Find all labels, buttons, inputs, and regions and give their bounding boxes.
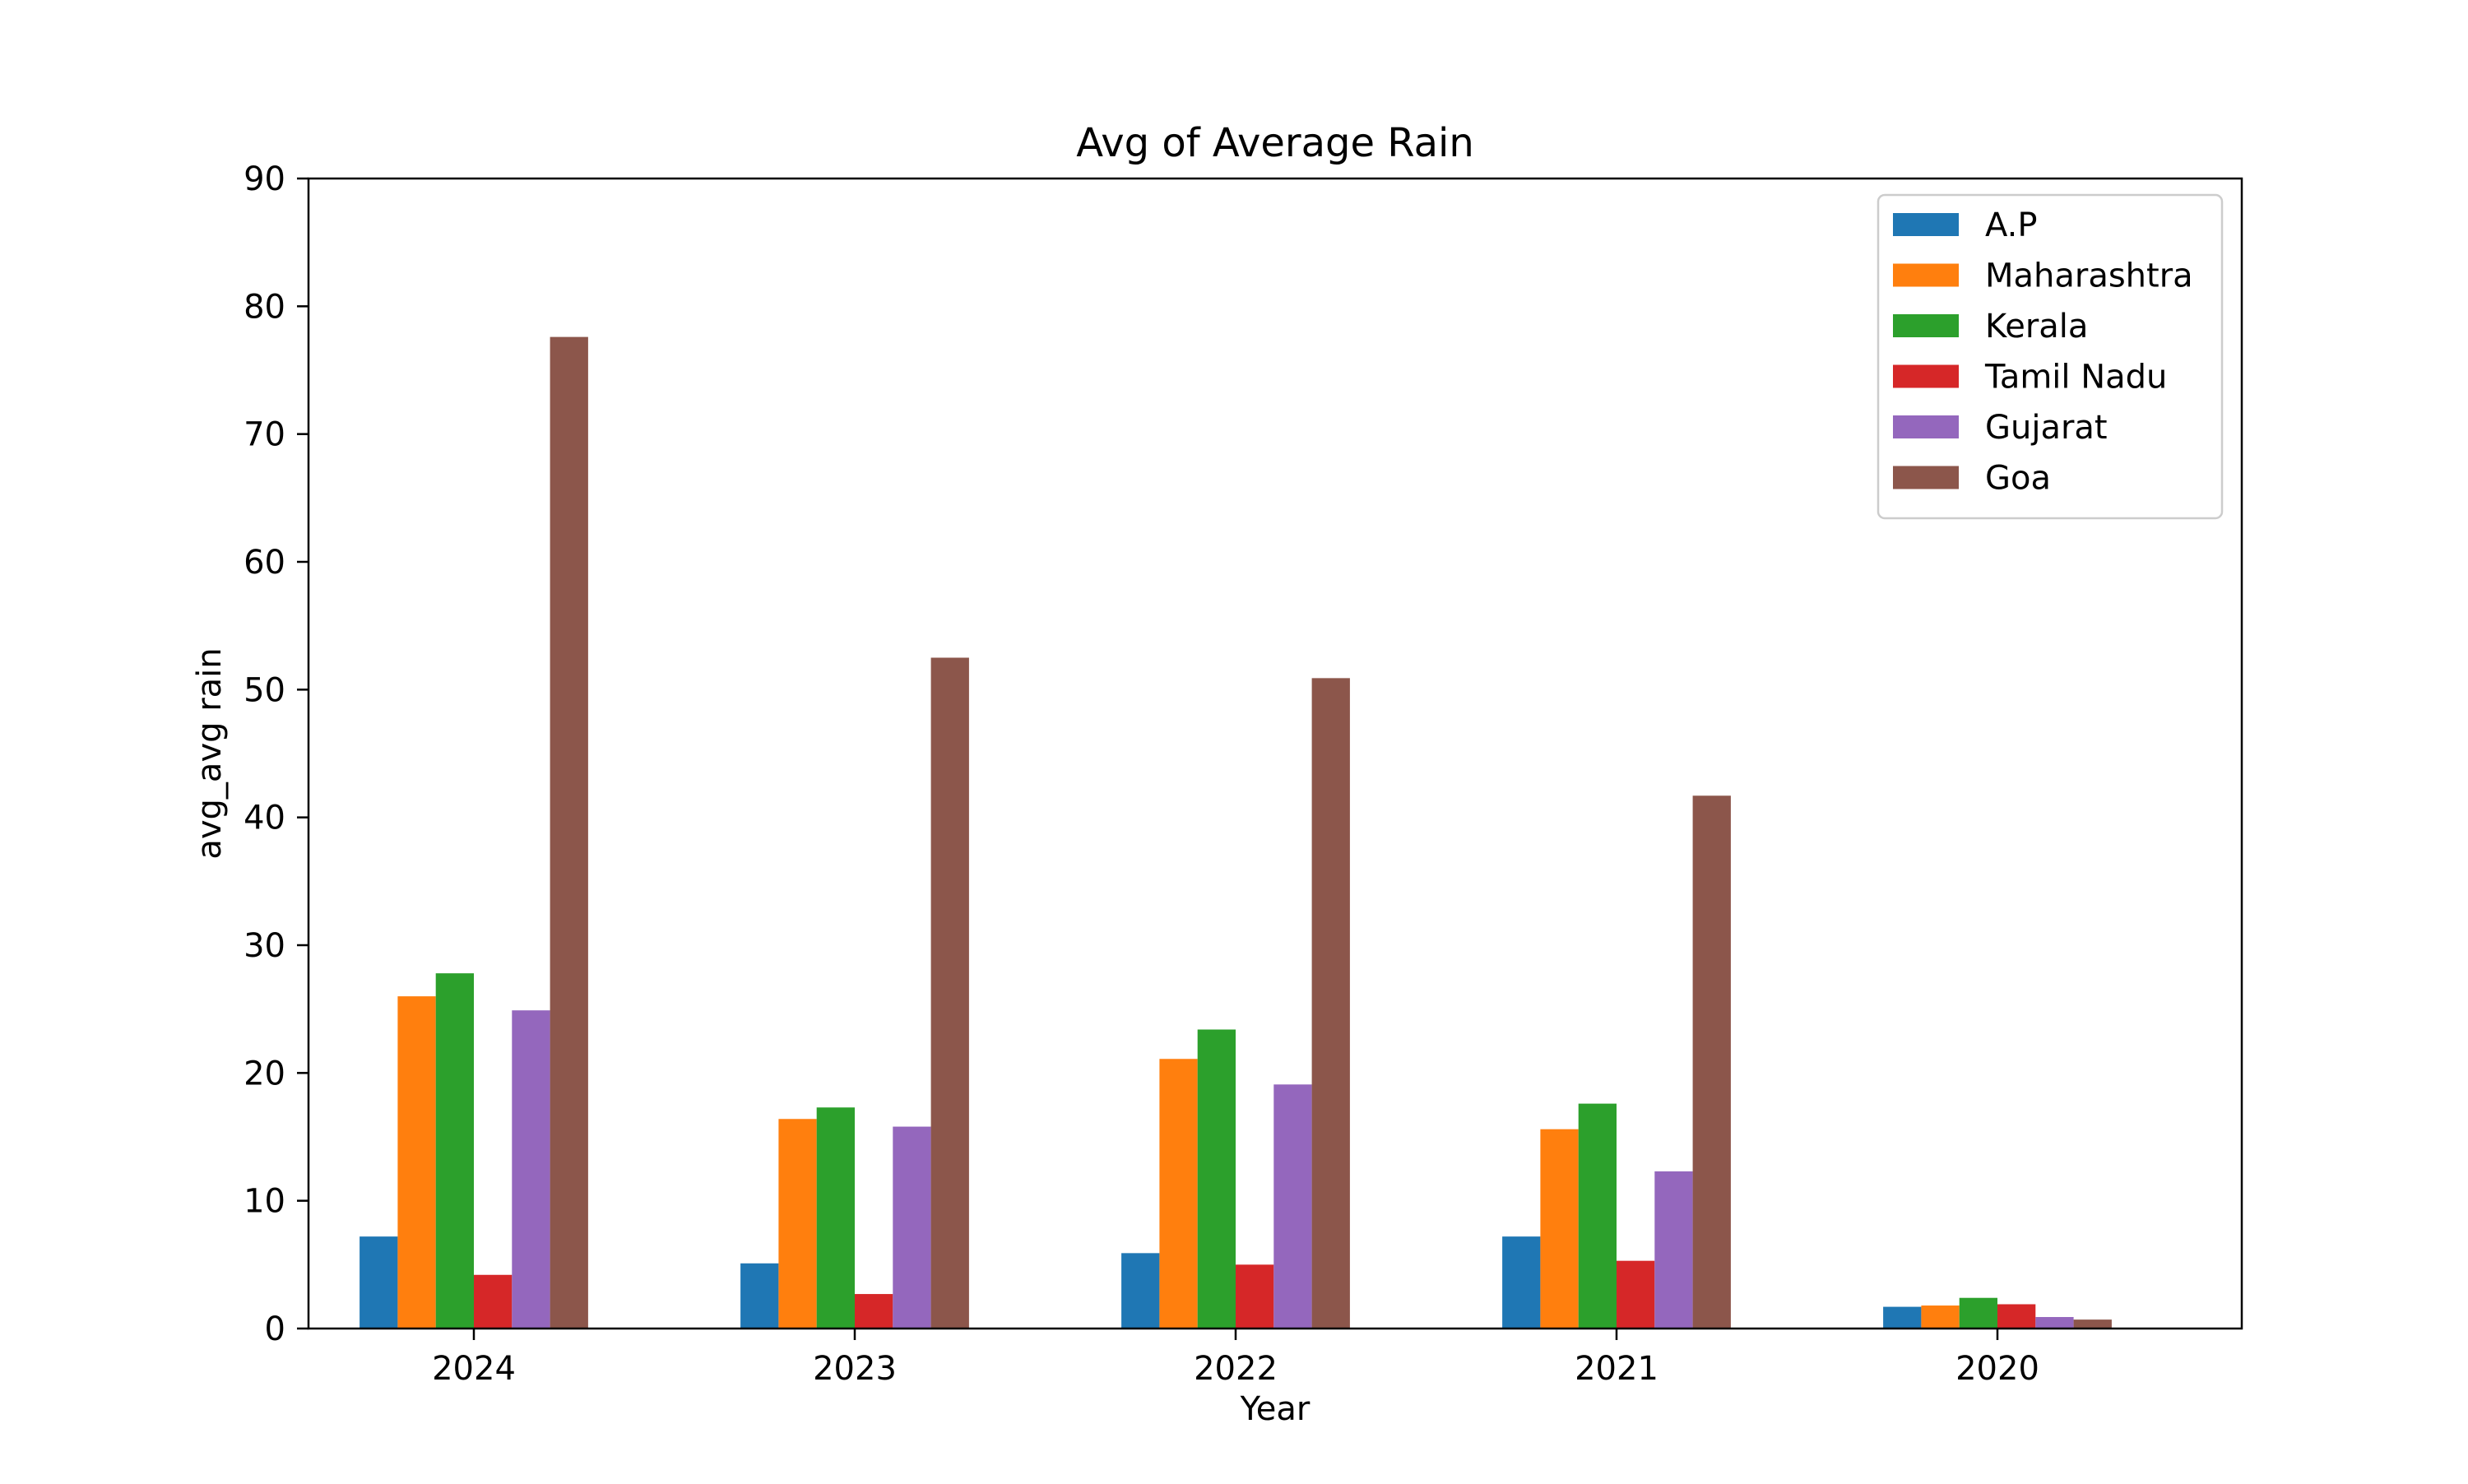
legend-label: Kerala [1985,308,2088,345]
legend-label: A.P [1985,206,2038,244]
y-tick-label: 60 [244,544,285,582]
plot-frame [307,177,2243,1330]
y-tick-label: 90 [244,160,285,198]
series-tamil-nadu [474,1260,2036,1329]
legend: A.P Maharashtra Kerala Tamil Nadu Gujarat Goa [1877,193,2224,520]
series-maharashtra [397,996,1960,1329]
bar [930,657,969,1329]
legend-item: Kerala [1893,308,2088,345]
legend-item: A.P [1893,206,2038,244]
legend-swatch [1893,213,1959,236]
y-tick-label: 30 [244,927,285,965]
bar [1692,795,1731,1329]
x-tick-label: 2023 [813,1350,897,1388]
x-axis-label: Year [1240,1390,1311,1428]
bar [740,1263,779,1329]
bar [2035,1317,2074,1329]
bar [1654,1171,1693,1329]
bar [893,1126,931,1329]
legend-swatch [1893,466,1959,489]
legend-item: Gujarat [1893,409,2108,447]
bar [1883,1306,1922,1329]
x-tick-label: 2020 [1955,1350,2039,1388]
bar [2073,1319,2112,1329]
legend-item: Maharashtra [1893,257,2193,295]
y-tick-label: 50 [244,671,285,709]
legend-swatch [1893,364,1959,388]
legend-label: Goa [1985,460,2051,498]
bar [1997,1304,2036,1329]
bar [550,336,588,1329]
y-tick-label: 70 [244,416,285,454]
bar [778,1119,817,1329]
series-kerala [435,973,1997,1329]
legend-frame [1877,193,2224,520]
bar [1578,1103,1617,1329]
legend-swatch [1893,263,1959,287]
bar [1959,1297,1997,1329]
bars-layer [360,336,2112,1329]
y-axis-label: avg_avg rain [191,647,229,859]
y-tick-label: 80 [244,288,285,326]
y-tick-label: 10 [244,1183,285,1221]
bar [816,1107,855,1329]
legend-label: Tamil Nadu [1984,359,2167,397]
bar [397,996,436,1329]
bar [1273,1084,1312,1329]
legend-item: Tamil Nadu [1893,359,2167,397]
bar [1311,678,1350,1329]
bar [474,1274,513,1329]
x-tick-label: 2021 [1575,1350,1658,1388]
bar [1236,1264,1274,1329]
axes-layer: 0 10 20 30 40 50 60 70 80 90 2024 2023 2022 2021 2020 [244,160,2243,1388]
bar [1159,1059,1198,1329]
bar [1197,1029,1236,1329]
x-tick-label: 2022 [1194,1350,1278,1388]
bar [1617,1260,1655,1329]
series-a-p [360,1236,1922,1329]
bar [512,1010,550,1329]
bar [1921,1305,1960,1329]
legend-swatch [1893,314,1959,337]
x-tick-label: 2024 [432,1350,516,1388]
chart-title: Avg of Average Rain [1076,120,1474,166]
bar [360,1236,398,1329]
series-goa [550,336,2112,1329]
y-tick-label: 0 [265,1310,285,1348]
legend-item: Goa [1893,460,2051,498]
bar [1502,1236,1541,1329]
bar [1540,1129,1579,1329]
series-gujarat [512,1010,2074,1329]
legend-label: Maharashtra [1985,257,2193,295]
bar [855,1294,893,1329]
legend-swatch [1893,415,1959,438]
bar [435,973,474,1329]
legend-label: Gujarat [1985,409,2108,447]
y-tick-label: 20 [244,1055,285,1092]
bar [1121,1253,1160,1329]
y-tick-label: 40 [244,800,285,837]
